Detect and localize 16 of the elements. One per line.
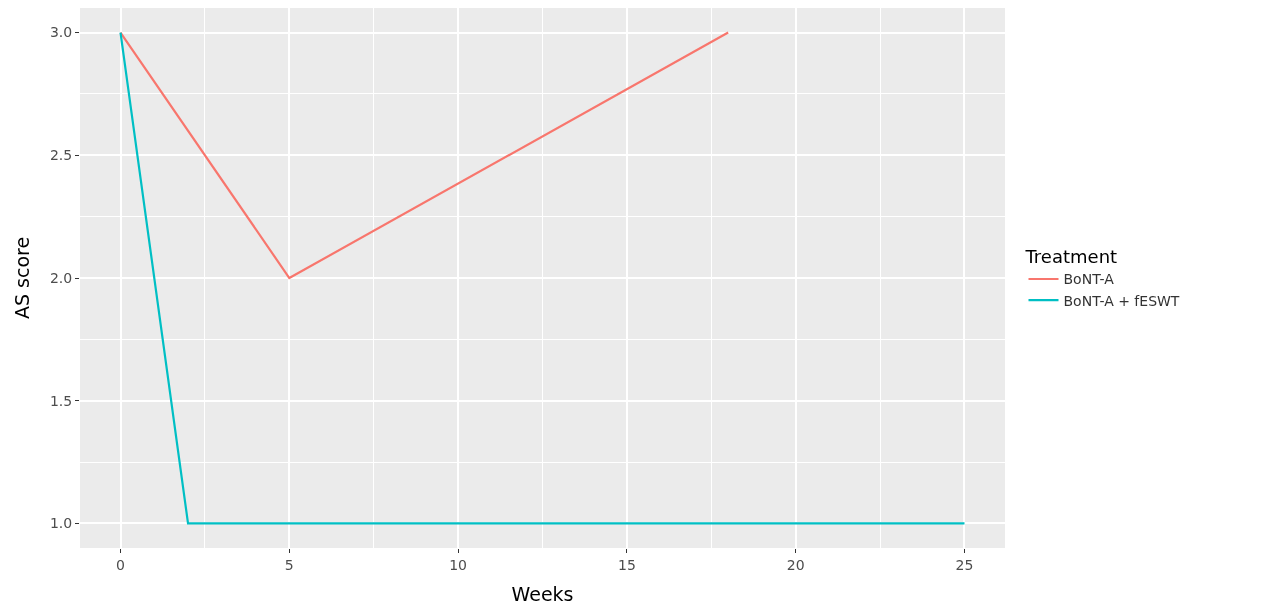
- x-axis-title: Weeks: [511, 582, 574, 605]
- legend-label: BoNT-A + fESWT: [1063, 292, 1180, 309]
- y-tick-label: 1.5: [49, 392, 73, 409]
- legend-title: Treatment: [1024, 246, 1118, 268]
- x-tick-label: 25: [955, 556, 974, 573]
- y-tick-label: 2.5: [49, 147, 73, 164]
- x-tick-label: 5: [284, 556, 294, 573]
- y-tick-label: 3.0: [49, 24, 73, 41]
- y-tick-label: 2.0: [49, 269, 73, 286]
- x-tick-label: 15: [617, 556, 636, 573]
- legend-label: BoNT-A: [1063, 271, 1115, 288]
- y-axis-title: AS score: [10, 236, 33, 320]
- y-tick-label: 1.0: [49, 515, 73, 532]
- x-tick-label: 10: [449, 556, 468, 573]
- x-tick-label: 0: [116, 556, 125, 573]
- x-tick-label: 20: [786, 556, 805, 573]
